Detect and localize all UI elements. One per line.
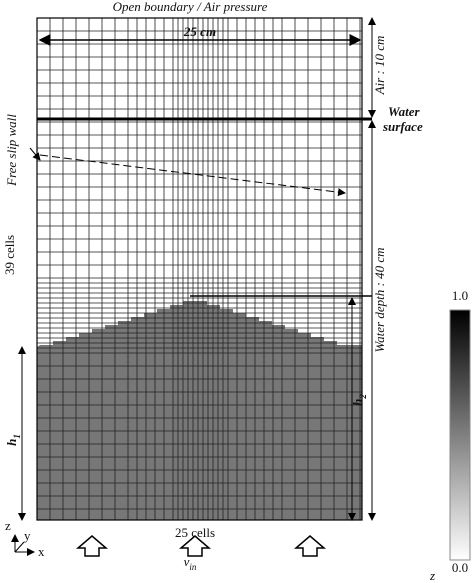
cells-x-label: 25 cells bbox=[175, 525, 215, 540]
axis-z: z bbox=[5, 518, 11, 533]
h2-label: h2 bbox=[350, 394, 368, 406]
colorbar bbox=[449, 309, 471, 561]
surface-label: surface bbox=[382, 119, 423, 134]
width-label: 25 cm bbox=[183, 24, 216, 39]
mesh bbox=[36, 17, 363, 521]
colorbar-var: z bbox=[429, 568, 435, 583]
domain-border bbox=[36, 17, 363, 521]
wall-pointer bbox=[29, 147, 41, 161]
axis-x: x bbox=[38, 544, 45, 559]
water-body bbox=[37, 301, 362, 520]
free-slip-label: Free slip wall bbox=[4, 114, 19, 187]
air-label: Air : 10 cm bbox=[372, 36, 387, 96]
h1-label: h1 bbox=[4, 434, 22, 446]
axes-icon bbox=[11, 534, 35, 556]
vin-label: vin bbox=[184, 554, 197, 572]
cells-y-label: 39 cells bbox=[2, 235, 17, 275]
colorbar-max: 1.0 bbox=[452, 288, 468, 303]
depth-label: Water depth : 40 cm bbox=[372, 248, 387, 353]
title: Open boundary / Air pressure bbox=[113, 0, 268, 14]
colorbar-min: 0.0 bbox=[452, 560, 468, 575]
wall-arrow bbox=[39, 154, 346, 197]
water-label: Water bbox=[388, 104, 420, 119]
axis-y: y bbox=[24, 528, 31, 543]
inflow-arrows bbox=[75, 535, 327, 557]
